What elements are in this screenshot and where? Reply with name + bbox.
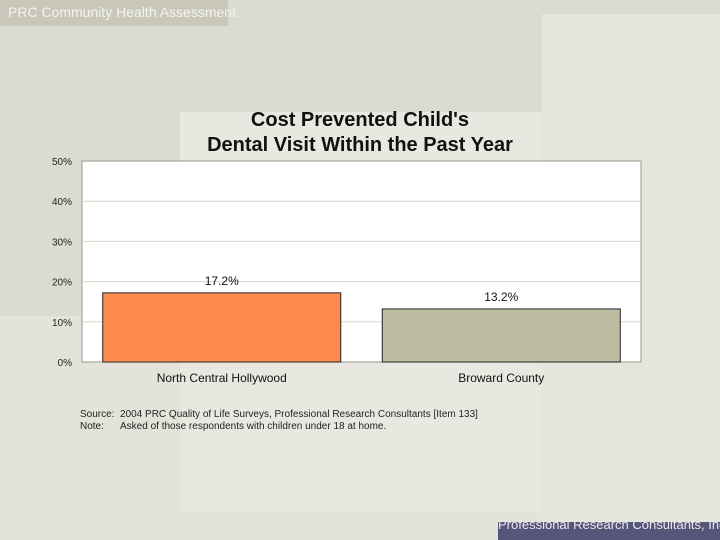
- header-title: PRC Community Health Assessment: [8, 4, 236, 20]
- data-label: 13.2%: [484, 290, 518, 304]
- y-tick-label: 40%: [52, 197, 72, 208]
- note-line: Note: Asked of those respondents with chi…: [80, 421, 478, 433]
- source-notes: Source: 2004 PRC Quality of Life Surveys,…: [80, 409, 478, 433]
- note-text: Asked of those respondents with children…: [120, 421, 387, 432]
- x-category-label: North Central Hollywood: [157, 371, 287, 385]
- source-line: Source: 2004 PRC Quality of Life Surveys,…: [80, 409, 478, 421]
- footer-band: [498, 522, 720, 540]
- source-text: 2004 PRC Quality of Life Surveys, Profes…: [120, 409, 478, 420]
- chart-title-line1: Cost Prevented Child's: [250, 109, 470, 131]
- source-label: Source:: [80, 409, 115, 420]
- x-category-label: Broward County: [458, 371, 544, 385]
- note-label: Note:: [80, 421, 104, 432]
- chart-title: Cost Prevented Child's Dental Visit With…: [160, 108, 560, 158]
- y-tick-label: 20%: [52, 278, 72, 289]
- data-label: 17.2%: [205, 274, 239, 288]
- footer-text: Professional Research Consultants, Inc.: [498, 517, 720, 532]
- chart-title-line2: Dental Visit Within the Past Year: [207, 134, 513, 156]
- header-band: [0, 0, 228, 26]
- y-tick-label: 30%: [52, 237, 72, 248]
- bar: [381, 308, 621, 363]
- bar: [102, 292, 342, 363]
- y-tick-label: 0%: [58, 358, 73, 369]
- y-tick-label: 10%: [52, 318, 72, 329]
- y-tick-label: 50%: [52, 157, 72, 168]
